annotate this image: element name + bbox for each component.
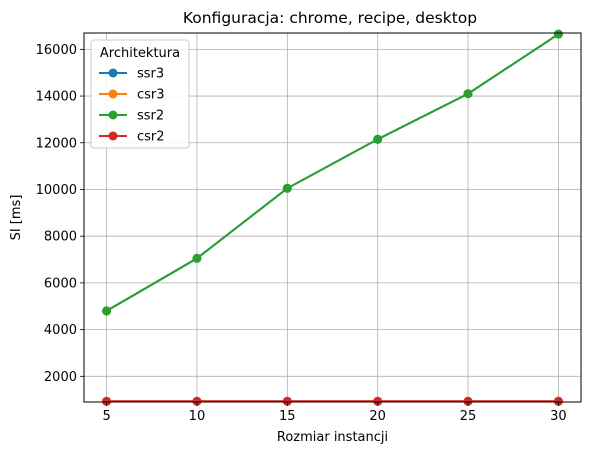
x-tick-label: 25 [460,409,477,424]
legend-swatch-marker [109,132,118,141]
x-axis: 5 10 15 20 25 30 [102,402,566,424]
data-point [283,184,292,193]
data-point [464,89,473,98]
legend-title: Architektura [100,46,180,61]
legend-swatch-marker [109,111,118,120]
x-tick-label: 15 [279,409,296,424]
legend-swatch-marker [109,69,118,78]
y-tick-label: 8000 [44,230,77,245]
y-tick-label: 2000 [44,370,77,385]
data-point [192,254,201,263]
y-tick-label: 14000 [36,90,77,105]
series-csr2 [102,397,563,406]
legend: Architektura ssr3 csr3 ssr2 csr2 [91,40,189,148]
chart-title: Konfiguracja: chrome, recipe, desktop [183,9,477,27]
data-point [554,30,563,39]
legend-label: csr2 [137,130,165,145]
x-tick-label: 10 [189,409,206,424]
x-tick-label: 30 [550,409,567,424]
y-tick-label: 6000 [44,276,77,291]
y-tick-label: 12000 [36,136,77,151]
y-tick-label: 4000 [44,323,77,338]
legend-label: csr3 [137,88,165,103]
legend-label: ssr3 [137,67,164,82]
y-tick-label: 10000 [36,183,77,198]
x-axis-label: Rozmiar instancji [277,430,388,445]
data-point [373,135,382,144]
x-tick-label: 5 [102,409,110,424]
legend-swatch-marker [109,90,118,99]
y-axis-label: SI [ms] [9,195,24,241]
data-point [102,306,111,315]
legend-label: ssr2 [137,109,164,124]
y-axis: 2000 4000 6000 8000 10000 12000 14000 16000 [36,43,84,385]
x-tick-label: 20 [369,409,386,424]
y-tick-label: 16000 [36,43,77,58]
